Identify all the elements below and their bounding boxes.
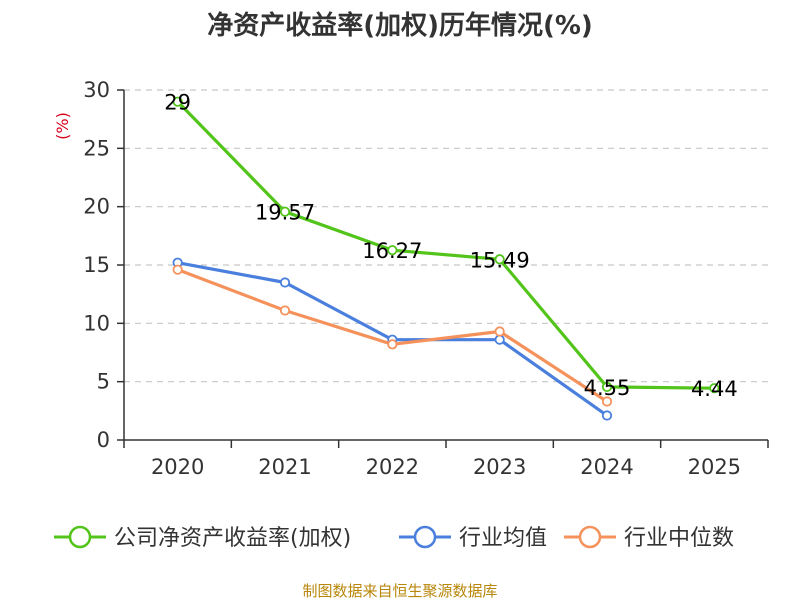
series-point-0 (279, 206, 291, 217)
y-tick-label: 25 (83, 136, 110, 160)
legend-label: 公司净资产收益率(加权) (114, 526, 351, 551)
data-labels: 29 19.57 16.27 15.49 4.55 4.44 (164, 91, 737, 402)
data-label: 16.27 (362, 239, 422, 263)
chart-title: 净资产收益率(加权)历年情况(%) (207, 10, 593, 41)
legend-marker (68, 525, 92, 549)
series-point-0 (387, 245, 398, 256)
series-point-0 (172, 96, 183, 107)
series-point-2 (601, 396, 613, 407)
series-point-0 (494, 254, 505, 265)
grid-lines (124, 89, 768, 383)
legend: 公司净资产收益率(加权) 行业均值 行业中位数 (54, 525, 734, 551)
x-tick-label: 2020 (151, 455, 204, 479)
data-label: 4.44 (691, 377, 738, 401)
x-tick-label: 2023 (473, 455, 526, 479)
data-label: 29 (164, 91, 191, 115)
y-axis-unit-label: (%) (53, 112, 72, 140)
data-label: 4.55 (584, 376, 631, 400)
legend-marker (578, 525, 602, 549)
data-label: 15.49 (470, 248, 530, 272)
series-point-0 (601, 381, 613, 393)
legend-label: 行业中位数 (624, 526, 734, 551)
x-tick-label: 2025 (688, 455, 741, 479)
y-tick-label: 0 (97, 428, 110, 452)
data-label: 19.57 (255, 201, 315, 225)
series-point-0 (709, 383, 720, 394)
legend-marker (413, 525, 437, 549)
x-tick-label: 2021 (258, 455, 311, 479)
legend-item[interactable]: 公司净资产收益率(加权) (54, 525, 351, 551)
source-note: 制图数据来自恒生聚源数据库 (302, 582, 497, 600)
series-point-2 (494, 326, 505, 337)
series-point-1 (494, 334, 505, 345)
y-tick-label: 5 (97, 370, 110, 394)
y-tick-label: 30 (83, 78, 110, 102)
series-point-1 (601, 410, 613, 421)
series-point-2 (279, 305, 291, 316)
series-point-2 (387, 339, 398, 350)
y-tick-label: 20 (83, 195, 110, 219)
series-point-1 (279, 277, 291, 288)
legend-label: 行业均值 (459, 526, 547, 551)
y-tick-label: 10 (83, 311, 110, 335)
x-tick-label: 2022 (366, 455, 419, 479)
series-lines (172, 96, 720, 421)
x-tick-label: 2024 (580, 455, 633, 479)
legend-item[interactable]: 行业中位数 (564, 525, 734, 551)
y-tick-label: 15 (83, 253, 110, 277)
series-line-0 (176, 100, 716, 390)
series-point-2 (172, 264, 183, 275)
legend-item[interactable]: 行业均值 (399, 525, 547, 551)
